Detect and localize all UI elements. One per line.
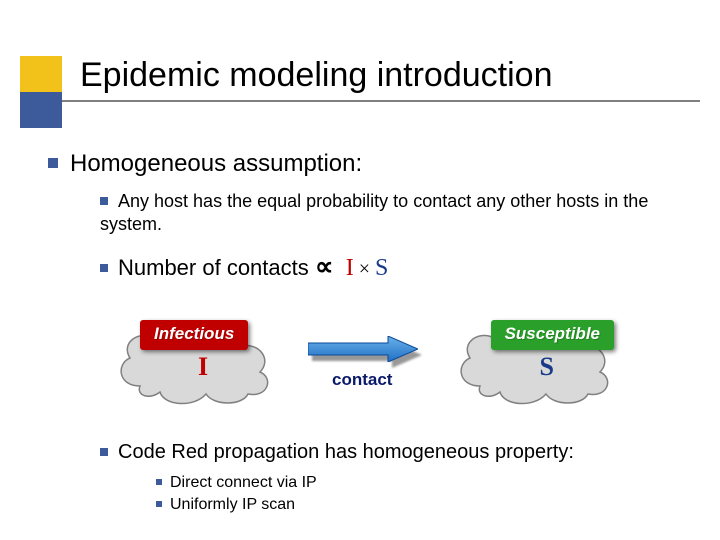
square-bullet-icon	[100, 448, 108, 456]
arrow-icon	[308, 336, 418, 362]
bullet-equal-probability: Any host has the equal probability to co…	[100, 190, 680, 235]
square-bullet-icon	[156, 501, 162, 507]
bullet-homogeneous-assumption: Homogeneous assumption:	[48, 150, 362, 178]
square-bullet-icon	[100, 264, 108, 272]
badge-susceptible: Susceptible	[491, 320, 614, 350]
times-symbol: ×	[359, 258, 370, 280]
proportional-symbol: ∝	[315, 252, 334, 281]
square-bullet-icon	[48, 158, 58, 168]
square-bullet-icon	[156, 479, 162, 485]
lvl2c-text: Code Red propagation has homogeneous pro…	[118, 441, 574, 463]
bullet-number-of-contacts: Number of contacts ∝ I × S	[100, 252, 388, 282]
lvl3a-text: Direct connect via IP	[170, 474, 317, 491]
diagram-symbol-S: S	[540, 352, 554, 382]
slide-title: Epidemic modeling introduction	[80, 56, 552, 95]
decor-yellow-block	[20, 56, 62, 92]
bullet-uniform-scan: Uniformly IP scan	[156, 496, 295, 514]
bullet-direct-connect: Direct connect via IP	[156, 474, 317, 492]
square-bullet-icon	[100, 197, 108, 205]
lvl1-text: Homogeneous assumption:	[70, 150, 362, 177]
title-decoration	[20, 56, 62, 128]
lvl2b-prefix: Number of contacts	[118, 255, 315, 280]
title-underline	[20, 100, 700, 102]
diagram-symbol-I: I	[198, 352, 208, 382]
contact-label: contact	[332, 370, 392, 390]
contact-diagram: Infectious Susceptible I S contact	[110, 300, 610, 420]
lvl2a-text: Any host has the equal probability to co…	[100, 191, 648, 234]
symbol-S: S	[375, 255, 388, 281]
badge-infectious: Infectious	[140, 320, 248, 350]
bullet-code-red: Code Red propagation has homogeneous pro…	[100, 440, 680, 465]
symbol-I: I	[346, 255, 354, 281]
decor-blue-block	[20, 92, 62, 128]
lvl3b-text: Uniformly IP scan	[170, 496, 295, 513]
